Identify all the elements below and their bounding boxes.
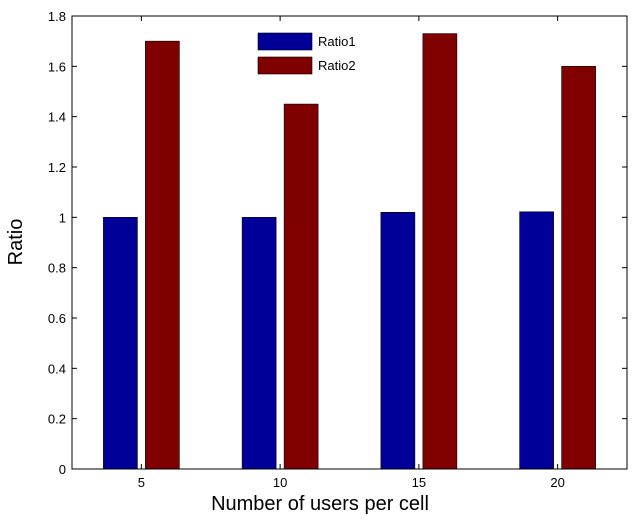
y-tick-label: 0.8 [48, 261, 66, 276]
y-axis-label: Ratio [5, 219, 27, 266]
x-tick-label: 15 [412, 475, 426, 490]
y-tick-label: 1.8 [48, 9, 66, 24]
y-tick-label: 1 [59, 210, 66, 225]
x-axis: 5 10 15 20 [138, 16, 565, 490]
legend-label-ratio1: Ratio1 [318, 34, 356, 49]
legend-swatch-ratio2 [257, 56, 313, 75]
bars-group [103, 33, 596, 470]
bar-ratio2-15 [422, 33, 458, 470]
y-tick-label: 0 [59, 462, 66, 477]
y-tick-label: 1.2 [48, 160, 66, 175]
bar-ratio2-5 [145, 40, 180, 470]
bar-ratio1-20 [519, 211, 554, 470]
legend-swatch-ratio1 [257, 32, 313, 51]
bar-ratio1-5 [103, 217, 138, 470]
y-tick-label: 0.6 [48, 311, 66, 326]
bar-ratio1-10 [241, 217, 277, 470]
y-tick-label: 0.4 [48, 361, 66, 376]
bar-ratio1-15 [380, 212, 416, 470]
y-tick-label: 0.2 [48, 412, 66, 427]
bar-ratio2-20 [561, 66, 596, 470]
bar-ratio2-10 [283, 103, 319, 470]
y-tick-label: 1.6 [48, 59, 66, 74]
x-tick-label: 10 [273, 475, 287, 490]
x-tick-label: 20 [550, 475, 564, 490]
plot-frame [71, 15, 628, 470]
legend: Ratio1 Ratio2 [254, 26, 387, 80]
y-tick-label: 1.4 [48, 110, 66, 125]
legend-label-ratio2: Ratio2 [318, 58, 356, 73]
y-axis: 0 0.2 0.4 0.6 0.8 1 1.2 1.4 1.6 1.8 [48, 9, 627, 477]
x-tick-label: 5 [138, 475, 145, 490]
x-axis-label: Number of users per cell [211, 493, 429, 515]
